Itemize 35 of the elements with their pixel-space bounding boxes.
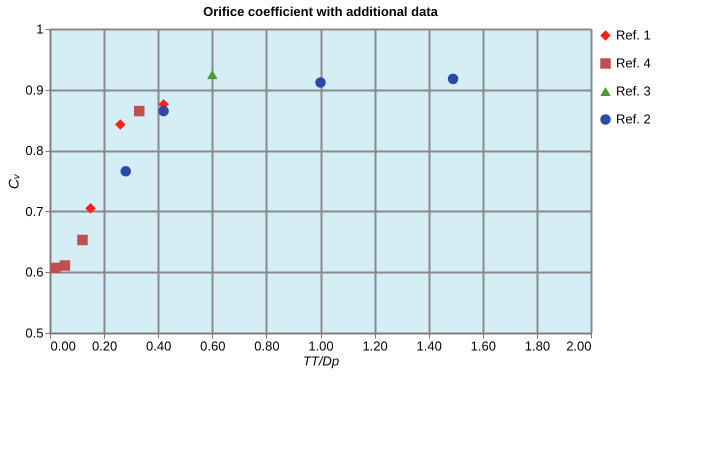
point	[77, 234, 88, 246]
legend-label: Ref. 1	[616, 28, 651, 42]
point	[448, 74, 458, 84]
y-tick-label: 0.9	[25, 82, 44, 98]
legend-label: Ref. 4	[616, 56, 651, 70]
point	[50, 262, 61, 274]
legend-label: Ref. 2	[616, 112, 651, 126]
point	[115, 119, 126, 130]
x-tick-label: 1.20	[362, 338, 388, 354]
x-tick-label: 1.00	[308, 338, 334, 354]
chart-title: Orifice coefficient with additional data	[203, 4, 439, 19]
point	[207, 70, 218, 80]
x-tick-label: 1.80	[524, 338, 550, 354]
x-tick-label: 2.00	[566, 338, 592, 354]
x-tick-label: 0.60	[200, 338, 226, 354]
point	[85, 203, 96, 214]
y-axis-title: Cᵥ	[5, 172, 22, 190]
x-tick-label: 0.80	[254, 338, 280, 354]
point	[120, 166, 131, 177]
legend-label: Ref. 3	[616, 84, 651, 98]
x-axis-title: TT/Dp	[302, 354, 340, 368]
point	[134, 106, 145, 116]
point	[158, 106, 169, 116]
y-tick-label: 0.6	[25, 264, 44, 280]
y-tick-label: 0.8	[25, 143, 44, 158]
x-tick-label: 0.00	[50, 338, 76, 354]
x-tick-label: 0.40	[146, 338, 172, 354]
y-tick-label: 0.5	[25, 326, 44, 340]
y-tick-label: 1	[36, 22, 44, 36]
x-tick-label: 1.40	[416, 338, 442, 354]
point	[315, 77, 326, 88]
point	[60, 260, 70, 271]
x-tick-label: 0.20	[92, 338, 118, 354]
x-tick-label: 1.60	[470, 338, 496, 354]
y-tick-label: 0.7	[25, 204, 44, 219]
